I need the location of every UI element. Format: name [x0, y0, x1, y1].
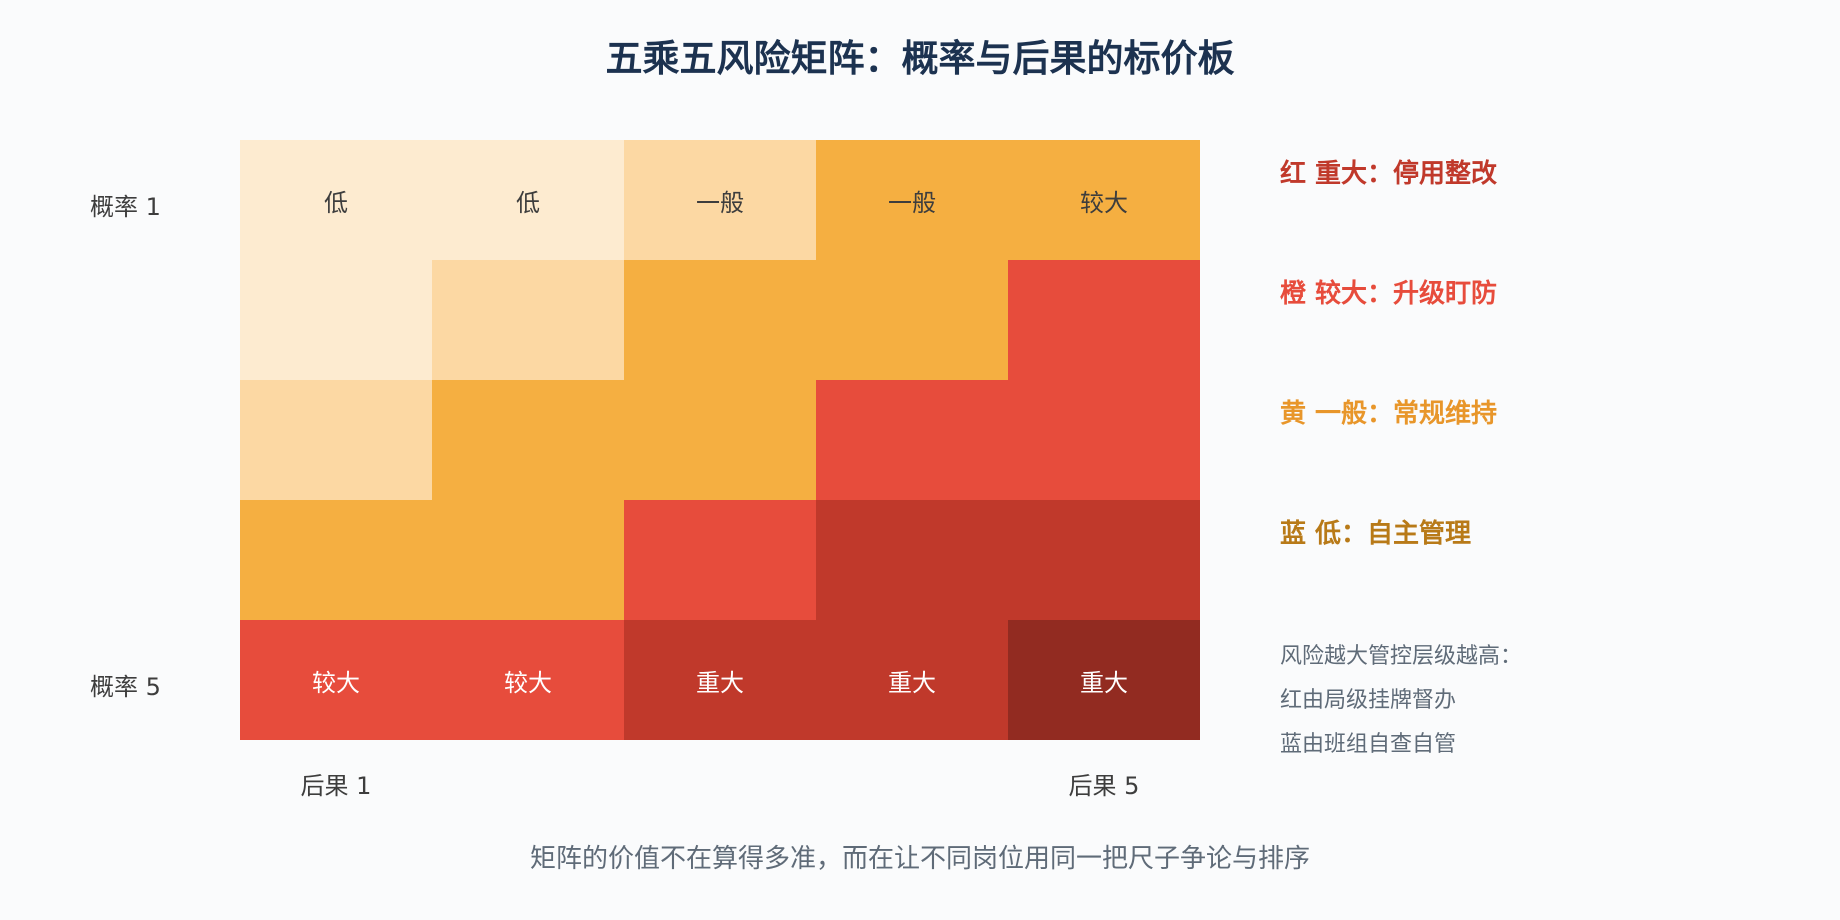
note-line-2: 红由局级挂牌督办 — [1280, 688, 1457, 713]
col-label-left: 后果 1 — [300, 772, 372, 800]
matrix-cell — [624, 260, 816, 380]
matrix-cell — [624, 380, 816, 500]
matrix-cell — [240, 380, 432, 500]
matrix-cell: 一般 — [816, 140, 1008, 260]
row-label-top: 概率 1 — [90, 193, 161, 221]
matrix-cell: 较大 — [240, 620, 432, 740]
col-label-right: 后果 5 — [1068, 772, 1140, 800]
note-line-1: 风险越大管控层级越高： — [1280, 644, 1523, 669]
legend-significant: 橙 较大：升级盯防 — [1280, 279, 1498, 309]
matrix-cell — [816, 380, 1008, 500]
matrix-cell: 低 — [432, 140, 624, 260]
matrix-cell — [432, 380, 624, 500]
row-label-bottom: 概率 5 — [90, 673, 161, 701]
matrix-cell — [240, 260, 432, 380]
risk-matrix-grid: 低低一般 一般 较大 较大 较大 重大 重大 重大 — [240, 140, 1200, 740]
matrix-cell: 重大 — [624, 620, 816, 740]
footer-caption: 矩阵的价值不在算得多准，而在让不同岗位用同一把尺子争论与排序 — [529, 844, 1310, 874]
matrix-cell — [432, 260, 624, 380]
matrix-cell — [1008, 500, 1200, 620]
matrix-cell: 重大 — [1008, 620, 1200, 740]
matrix-cell — [816, 260, 1008, 380]
matrix-cell: 较大 — [432, 620, 624, 740]
page-title: 五乘五风险矩阵：概率与后果的标价板 — [605, 37, 1235, 80]
matrix-cell: 重大 — [816, 620, 1008, 740]
matrix-cell — [624, 500, 816, 620]
legend-major: 红 重大：停用整改 — [1280, 159, 1498, 189]
matrix-cell: 一般 — [624, 140, 816, 260]
matrix-cell — [816, 500, 1008, 620]
matrix-cell: 低 — [240, 140, 432, 260]
matrix-cell — [1008, 260, 1200, 380]
matrix-cell — [1008, 380, 1200, 500]
matrix-cell — [240, 500, 432, 620]
matrix-cell — [432, 500, 624, 620]
matrix-cell: 较大 — [1008, 140, 1200, 260]
legend-low: 蓝 低：自主管理 — [1280, 519, 1472, 549]
legend-general: 黄 一般：常规维持 — [1280, 399, 1498, 429]
note-line-3: 蓝由班组自查自管 — [1280, 732, 1457, 757]
